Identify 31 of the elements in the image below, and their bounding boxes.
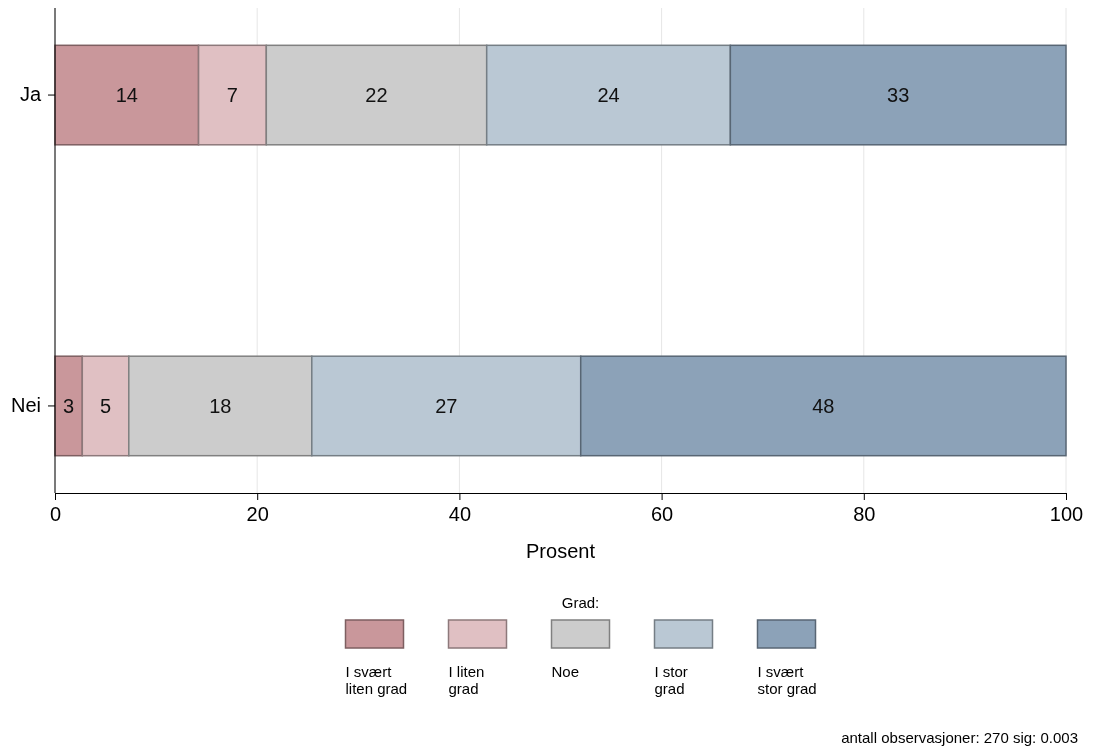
- data-label: 14: [115, 84, 138, 107]
- legend-label: I svært stor grad: [757, 662, 817, 697]
- y-tick-label: Ja: [19, 83, 42, 106]
- x-axis-title: Prosent: [526, 540, 596, 562]
- x-tick-label: 60: [650, 503, 674, 525]
- y-tick-label: Nei: [10, 394, 41, 417]
- data-label: 48: [812, 394, 835, 417]
- legend-label: Noe: [551, 662, 580, 680]
- legend-label: I stor grad: [654, 662, 688, 697]
- bar: [579, 355, 1067, 457]
- legend-title: Grad:: [561, 594, 600, 611]
- x-tick-label: 0: [49, 503, 62, 525]
- legend-label: I svært liten grad: [345, 662, 408, 697]
- x-tick-label: 100: [1049, 503, 1084, 525]
- text: antall observasjoner: 270 sig: 0.003: [841, 729, 1078, 746]
- data-label: 33: [887, 84, 910, 107]
- bar: [197, 44, 268, 146]
- data-label: 5: [99, 394, 112, 417]
- data-label: 22: [365, 84, 388, 107]
- data-label: 18: [209, 394, 232, 417]
- legend-label: I liten grad: [448, 662, 485, 697]
- x-tick-label: 40: [448, 503, 472, 525]
- data-label: 24: [597, 84, 620, 107]
- bar: [81, 355, 130, 457]
- bar: [729, 44, 1067, 146]
- x-tick-label: 20: [246, 503, 269, 525]
- data-label: 27: [435, 394, 458, 417]
- bar: [54, 44, 200, 146]
- data-label: 3: [63, 394, 75, 417]
- x-tick-label: 80: [853, 503, 876, 525]
- data-label: 7: [226, 84, 238, 107]
